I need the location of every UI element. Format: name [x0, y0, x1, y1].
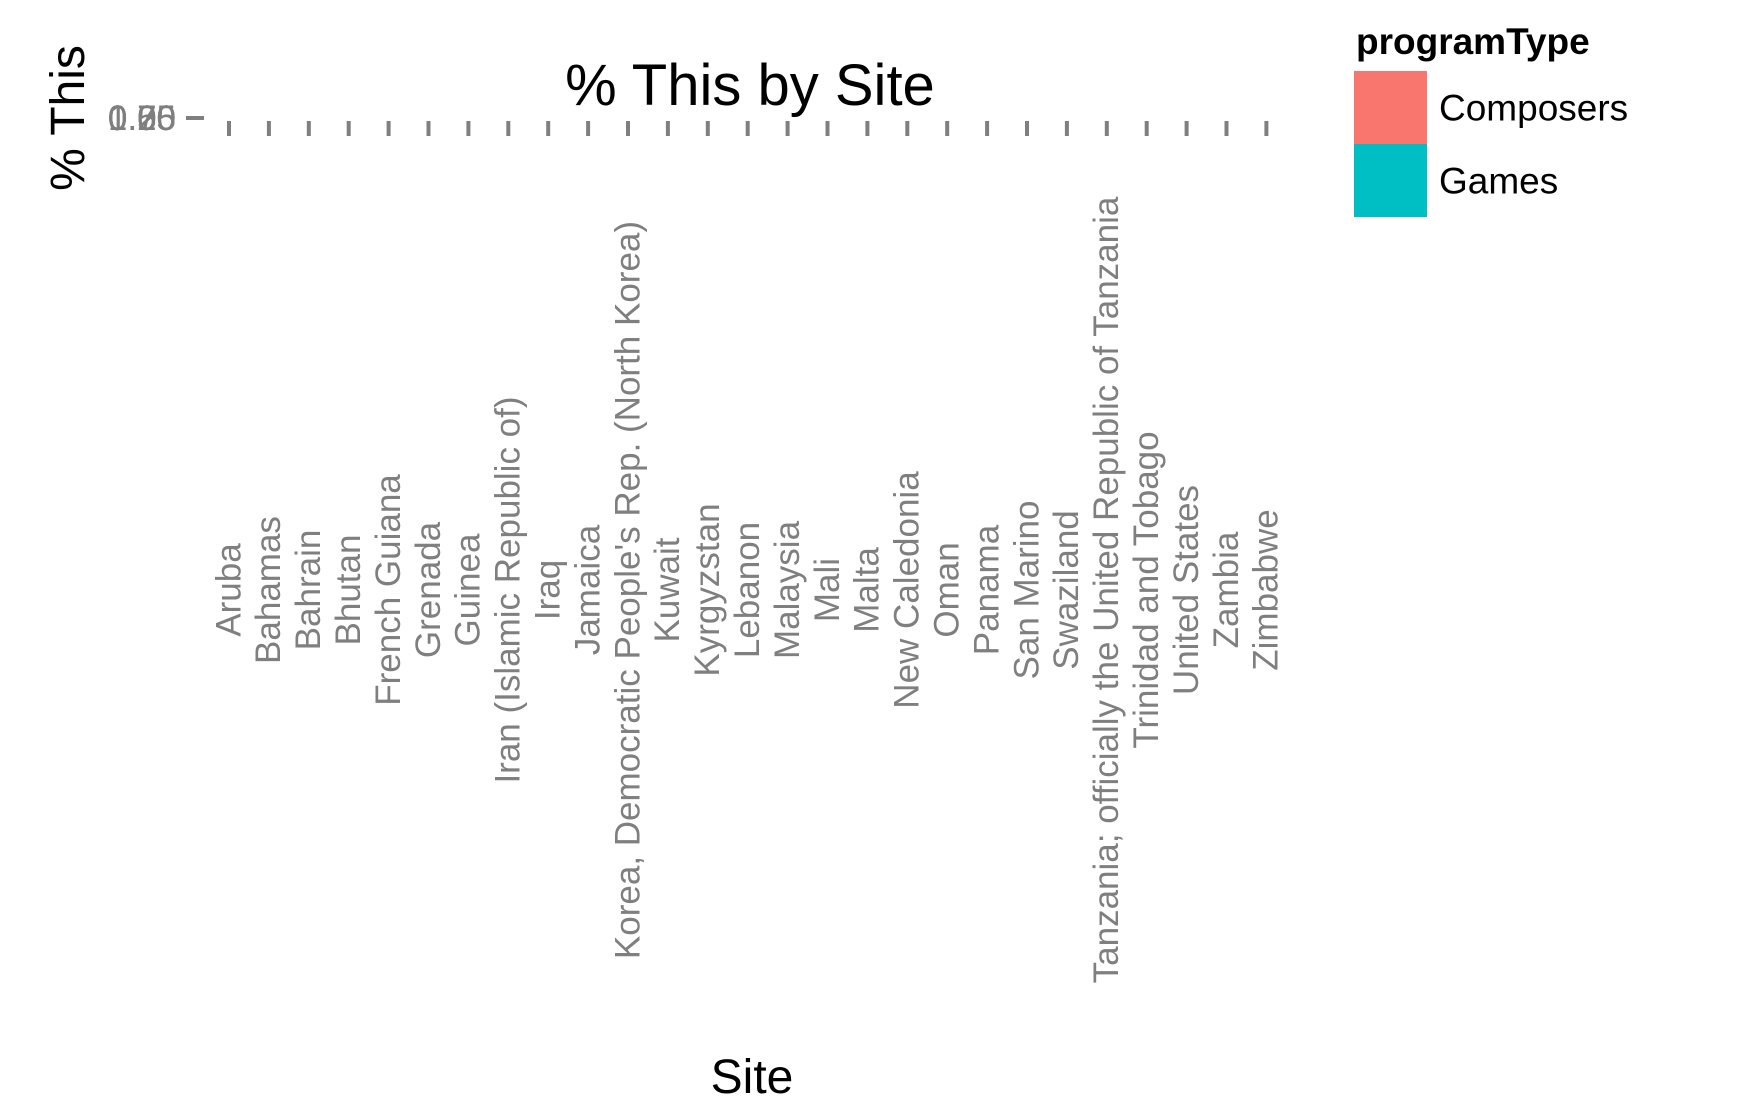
x-tick-label: Panama [967, 524, 1006, 655]
x-tick-label: Jamaica [568, 524, 607, 655]
x-tick-label: San Marino [1007, 501, 1046, 680]
x-axis: Aruba Bahamas Bahrain Bhutan French Guiana Gr… [209, 121, 1286, 983]
x-tick-label: Tanzania; officially the United Republic… [1087, 196, 1126, 983]
x-tick-label: Trinidad and Tobago [1127, 431, 1166, 748]
x-tick-label: Zimbabwe [1247, 509, 1286, 670]
legend-label: Games [1439, 161, 1558, 202]
x-tick-label: Mali [808, 558, 847, 622]
x-tick-label: Kyrgyzstan [688, 503, 727, 676]
y-tick-label: 0.00 [108, 99, 176, 138]
legend-label: Composers [1439, 88, 1628, 129]
x-tick-label: New Caledonia [888, 471, 927, 709]
legend-items: Composers Games [1354, 71, 1628, 217]
x-tick-label: Iraq [528, 560, 567, 620]
chart-title: % This by Site [565, 53, 935, 118]
x-axis-title: Site [711, 1051, 794, 1104]
x-tick-label: Guinea [449, 533, 488, 646]
y-tick-label: 1.00 [108, 99, 176, 138]
x-tick-label: United States [1167, 485, 1206, 695]
x-tick-label: French Guiana [369, 474, 408, 706]
legend-swatch [1354, 71, 1427, 144]
x-tick-label: Lebanon [728, 522, 767, 658]
legend-swatch [1354, 144, 1427, 217]
x-tick-label: Zambia [1207, 531, 1246, 648]
x-tick-label: Bahamas [249, 516, 288, 664]
y-tick-label: 0.50 [108, 99, 176, 138]
legend: programType Composers Games [1354, 21, 1628, 217]
x-tick-label: Kuwait [648, 537, 687, 642]
x-tick-label: Malta [848, 547, 887, 633]
x-tick-label: Iran (Islamic Republic of) [489, 396, 528, 783]
y-tick-label: 0.75 [108, 99, 176, 138]
x-tick-label: Swaziland [1047, 510, 1086, 670]
x-tick-label: Malaysia [768, 520, 807, 659]
x-tick-label: Oman [927, 542, 966, 637]
x-tick-label: Aruba [209, 543, 248, 637]
x-tick-label: Grenada [409, 521, 448, 658]
y-axis: 0.000.250.500.751.00 [108, 99, 204, 138]
y-tick-label: 0.25 [108, 99, 176, 138]
y-axis-title: % This [42, 45, 95, 191]
x-tick-label: Bahrain [289, 530, 328, 651]
x-tick-label: Korea, Democratic People's Rep. (North K… [608, 221, 647, 959]
x-tick-label: Bhutan [329, 535, 368, 646]
legend-title: programType [1356, 21, 1590, 62]
